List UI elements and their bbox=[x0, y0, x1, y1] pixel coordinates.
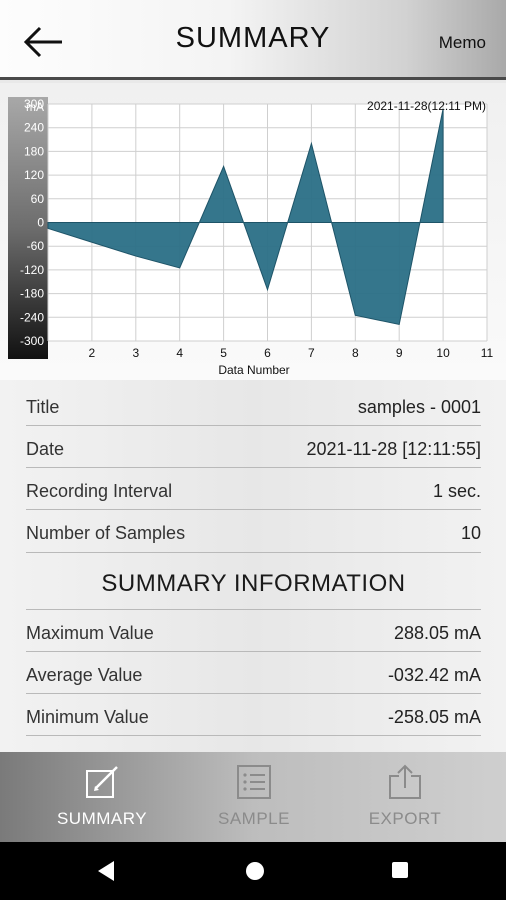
detail-label: Title bbox=[26, 397, 60, 417]
y-axis-bar bbox=[8, 97, 48, 359]
x-tick-label: 9 bbox=[396, 346, 403, 360]
arrow-left-icon bbox=[23, 26, 62, 58]
memo-button[interactable]: Memo bbox=[438, 33, 486, 52]
x-tick-label: 5 bbox=[220, 346, 227, 360]
page-title: SUMMARY bbox=[175, 22, 331, 54]
summary-row-min: Minimum Value -258.05 mA bbox=[26, 694, 481, 736]
tab-sample[interactable]: SAMPLE bbox=[170, 752, 338, 842]
detail-label: Number of Samples bbox=[26, 523, 186, 543]
x-tick-label: 8 bbox=[352, 346, 359, 360]
nav-recents-icon[interactable] bbox=[390, 860, 410, 880]
y-tick-label: -60 bbox=[27, 239, 45, 253]
chart-timestamp: 2021-11-28(12:11 PM) bbox=[367, 99, 486, 113]
tab-summary[interactable]: SUMMARY bbox=[18, 752, 186, 842]
tab-label: SUMMARY bbox=[56, 809, 148, 828]
series-area bbox=[47, 108, 444, 326]
y-tick-label: 120 bbox=[24, 168, 44, 182]
x-tick-label: 4 bbox=[176, 346, 183, 360]
tab-label: EXPORT bbox=[368, 809, 442, 828]
detail-row-date: Date 2021-11-28 [12:11:55] bbox=[26, 426, 481, 468]
detail-row-title: Title samples - 0001 bbox=[26, 384, 481, 426]
summary-value: -258.05 mA bbox=[387, 707, 481, 727]
detail-row-interval: Recording Interval 1 sec. bbox=[26, 468, 481, 510]
y-tick-label: -240 bbox=[20, 310, 44, 324]
summary-label: Minimum Value bbox=[26, 707, 149, 727]
app-header: SUMMARY Memo bbox=[0, 0, 506, 80]
bottom-tab-bar: SUMMARY SAMPLE EXPORT bbox=[0, 752, 506, 842]
list-icon bbox=[237, 765, 271, 799]
x-tick-label: 7 bbox=[308, 346, 315, 360]
y-tick-label: 180 bbox=[24, 144, 44, 158]
y-unit-label: mA bbox=[26, 100, 44, 114]
edit-icon bbox=[86, 766, 118, 798]
chart-panel: 300 240 180 120 60 0 -60 -120 -180 -240 -300 2 3 4 5 6… bbox=[0, 83, 506, 380]
summary-row-max: Maximum Value 288.05 mA bbox=[26, 610, 481, 652]
y-tick-label: 0 bbox=[37, 216, 44, 230]
summary-heading: SUMMARY INFORMATION bbox=[26, 570, 481, 610]
y-tick-label: -300 bbox=[20, 334, 44, 348]
detail-row-samples: Number of Samples 10 bbox=[26, 510, 481, 552]
x-tick-label: 10 bbox=[436, 346, 450, 360]
summary-value: 288.05 mA bbox=[393, 623, 481, 643]
detail-value: 10 bbox=[460, 523, 481, 543]
x-tick-label: 3 bbox=[132, 346, 139, 360]
info-panel: Title samples - 0001 Date 2021-11-28 [12… bbox=[0, 380, 506, 752]
x-tick-label: 2 bbox=[89, 346, 96, 360]
x-tick-label: 11 bbox=[481, 346, 494, 360]
export-icon bbox=[389, 764, 421, 799]
tab-export[interactable]: EXPORT bbox=[321, 752, 489, 842]
nav-back-icon[interactable] bbox=[96, 860, 116, 882]
y-tick-label: -120 bbox=[20, 263, 44, 277]
detail-label: Date bbox=[26, 439, 65, 459]
y-tick-label: -180 bbox=[20, 287, 44, 301]
x-axis-label: Data Number bbox=[218, 363, 289, 377]
summary-row-average: Average Value -032.42 mA bbox=[26, 652, 481, 694]
y-tick-label: 300 bbox=[24, 97, 44, 111]
summary-label: Average Value bbox=[26, 665, 143, 685]
divider bbox=[26, 552, 481, 553]
back-button[interactable] bbox=[22, 24, 66, 60]
detail-value: samples - 0001 bbox=[357, 397, 481, 417]
detail-value: 2021-11-28 [12:11:55] bbox=[306, 439, 481, 459]
tab-label: SAMPLE bbox=[218, 809, 290, 828]
x-tick-label: 6 bbox=[264, 346, 271, 360]
detail-value: 1 sec. bbox=[432, 481, 481, 501]
system-navigation-bar bbox=[0, 842, 506, 900]
detail-label: Recording Interval bbox=[26, 481, 173, 501]
y-tick-label: 60 bbox=[31, 192, 45, 206]
current-chart: 300 240 180 120 60 0 -60 -120 -180 -240 -300 2 3 4 5 6… bbox=[8, 97, 494, 377]
y-tick-label: 240 bbox=[24, 121, 44, 135]
summary-label: Maximum Value bbox=[26, 623, 154, 643]
nav-home-icon[interactable] bbox=[244, 860, 266, 882]
summary-value: -032.42 mA bbox=[387, 665, 481, 685]
